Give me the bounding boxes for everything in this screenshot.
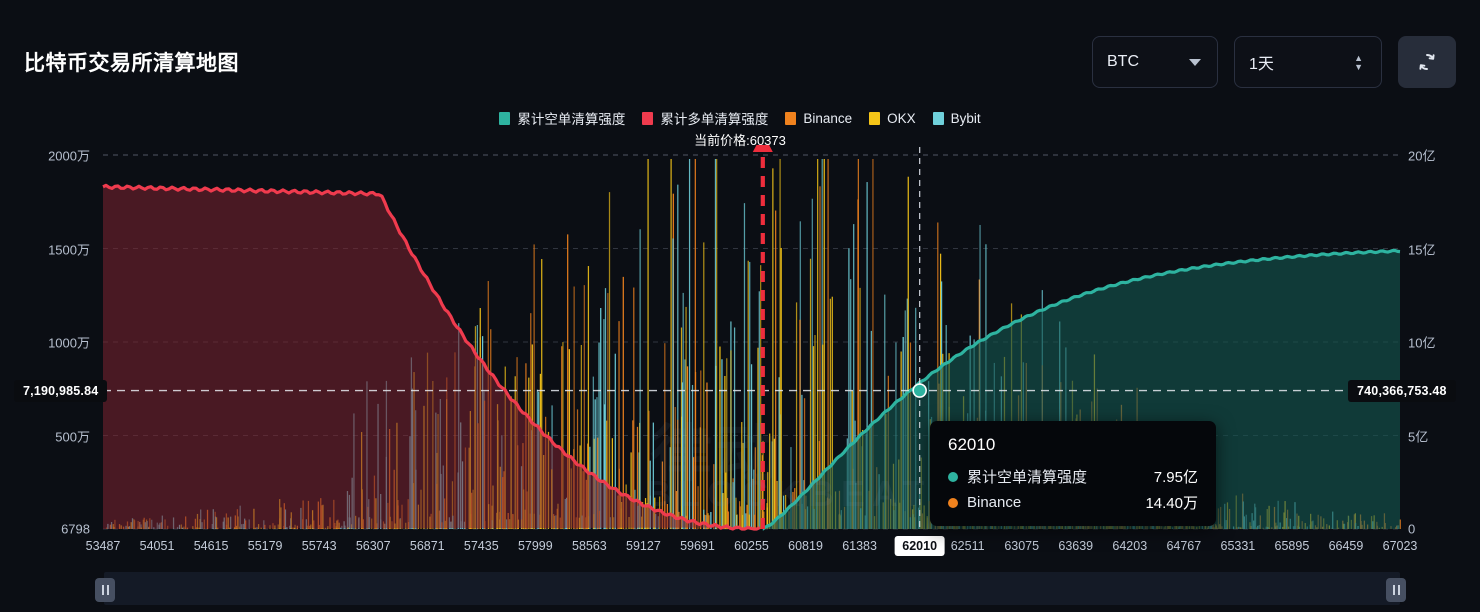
x-axis-label: 56307: [355, 539, 391, 553]
y-axis-left-label: 2000万: [48, 148, 90, 164]
x-axis-label: 54051: [139, 539, 175, 553]
chevron-down-icon: [1189, 58, 1201, 66]
tooltip-title: 62010: [948, 435, 996, 454]
y-axis-right-label: 5亿: [1408, 429, 1429, 444]
tooltip-dot-icon: [948, 497, 958, 508]
x-axis-label: 61383: [842, 539, 877, 553]
x-axis-label: 59127: [626, 539, 661, 553]
chart-area: 律动 BLOCKBEATS coinglass: [0, 145, 1480, 545]
legend-item-okx[interactable]: OKX: [869, 111, 916, 126]
chart-legend: 累计空单清算强度 累计多单清算强度 Binance OKX Bybit: [0, 108, 1480, 128]
legend-swatch-icon: [785, 111, 797, 125]
x-axis-label: 63075: [1004, 539, 1040, 553]
x-axis-label: 55179: [247, 539, 283, 553]
tooltip-dot-icon: [948, 471, 958, 482]
x-axis-label: 64767: [1166, 539, 1202, 553]
page-title: 比特币交易所清算地图: [24, 52, 239, 75]
legend-label: 累计空单清算强度: [517, 112, 626, 127]
right-axis-marker-pill: 740,366,753.48: [1348, 379, 1456, 402]
x-axis-label: 63639: [1058, 539, 1094, 553]
x-axis-label: 54615: [193, 539, 229, 553]
x-axis-label: 66459: [1328, 539, 1364, 553]
x-axis-label: 57435: [463, 539, 499, 553]
legend-label: OKX: [887, 110, 916, 126]
x-axis-label: 53487: [85, 539, 121, 553]
legend-label: Bybit: [950, 110, 981, 126]
tooltip-row: Binance 14.40万: [948, 492, 1198, 513]
range-slider-track[interactable]: [104, 572, 1400, 605]
x-axis-label: 64203: [1112, 539, 1148, 553]
x-axis-label: 57999: [517, 539, 553, 553]
header-controls: BTC 1天 ▲ ▼: [1092, 36, 1456, 88]
x-axis-label: 60255: [734, 539, 769, 553]
x-axis-label-highlighted: 62010: [894, 536, 946, 556]
x-axis-label: 56871: [409, 539, 445, 553]
page-header: 比特币交易所清算地图 BTC 1天 ▲ ▼: [0, 0, 1480, 103]
spinner-updown-icon: ▲ ▼: [1354, 52, 1363, 72]
legend-swatch-icon: [642, 111, 654, 125]
x-axis-label: 65331: [1220, 539, 1256, 553]
x-axis-label: 55743: [301, 539, 337, 553]
legend-swatch-icon: [932, 111, 944, 125]
x-axis-label: 67023: [1382, 539, 1418, 553]
legend-item-cum-long[interactable]: 累计多单清算强度: [642, 108, 768, 128]
y-axis-left-label: 1000万: [48, 335, 90, 351]
tooltip-series-value: 7.95亿: [1153, 469, 1198, 486]
left-axis-marker-pill: 7,190,985.84: [14, 379, 108, 402]
y-axis-left-label: 6798: [61, 521, 90, 537]
symbol-select-value: BTC: [1107, 53, 1139, 70]
legend-label: 累计多单清算强度: [660, 112, 769, 127]
y-axis-right-label: 10亿: [1408, 335, 1436, 351]
x-axis: 53487 54051 54615 55179 55743 56307 56871 57435…: [0, 536, 1480, 560]
timeframe-select[interactable]: 1天 ▲ ▼: [1234, 36, 1382, 88]
y-axis-right-label: 0: [1408, 521, 1416, 537]
legend-label: Binance: [803, 110, 853, 126]
x-axis-label: 59691: [680, 539, 715, 553]
legend-item-cum-short[interactable]: 累计空单清算强度: [499, 108, 625, 128]
x-axis-label: 60819: [788, 539, 823, 553]
tooltip-series-value: 14.40万: [1145, 495, 1198, 512]
x-axis-label: 62511: [950, 539, 985, 553]
tooltip-series-name: Binance: [967, 494, 1022, 511]
legend-swatch-icon: [499, 111, 511, 125]
legend-swatch-icon: [869, 111, 881, 125]
range-slider-handle-left[interactable]: [95, 578, 115, 602]
x-axis-label: 58563: [571, 539, 607, 553]
tooltip-series-name: 累计空单清算强度: [967, 469, 1088, 486]
refresh-icon: [1419, 54, 1435, 70]
legend-item-binance[interactable]: Binance: [785, 111, 852, 126]
tooltip-row: 累计空单清算强度 7.95亿: [948, 466, 1198, 487]
x-axis-label: 65895: [1274, 539, 1310, 553]
range-slider-handle-right[interactable]: [1386, 578, 1406, 602]
timeframe-select-value: 1天: [1249, 56, 1274, 73]
y-axis-right-label: 15亿: [1408, 242, 1436, 257]
y-axis-left-label: 500万: [55, 429, 90, 444]
legend-item-bybit[interactable]: Bybit: [932, 110, 981, 126]
symbol-select[interactable]: BTC: [1092, 36, 1218, 88]
y-axis-right-label: 20亿: [1408, 148, 1436, 164]
chart-tooltip: 62010 累计空单清算强度 7.95亿 Binance 14.40万: [930, 421, 1216, 526]
y-axis-left-label: 1500万: [48, 242, 90, 257]
liquidation-chart-canvas[interactable]: [0, 145, 1480, 545]
refresh-button[interactable]: [1398, 36, 1456, 88]
